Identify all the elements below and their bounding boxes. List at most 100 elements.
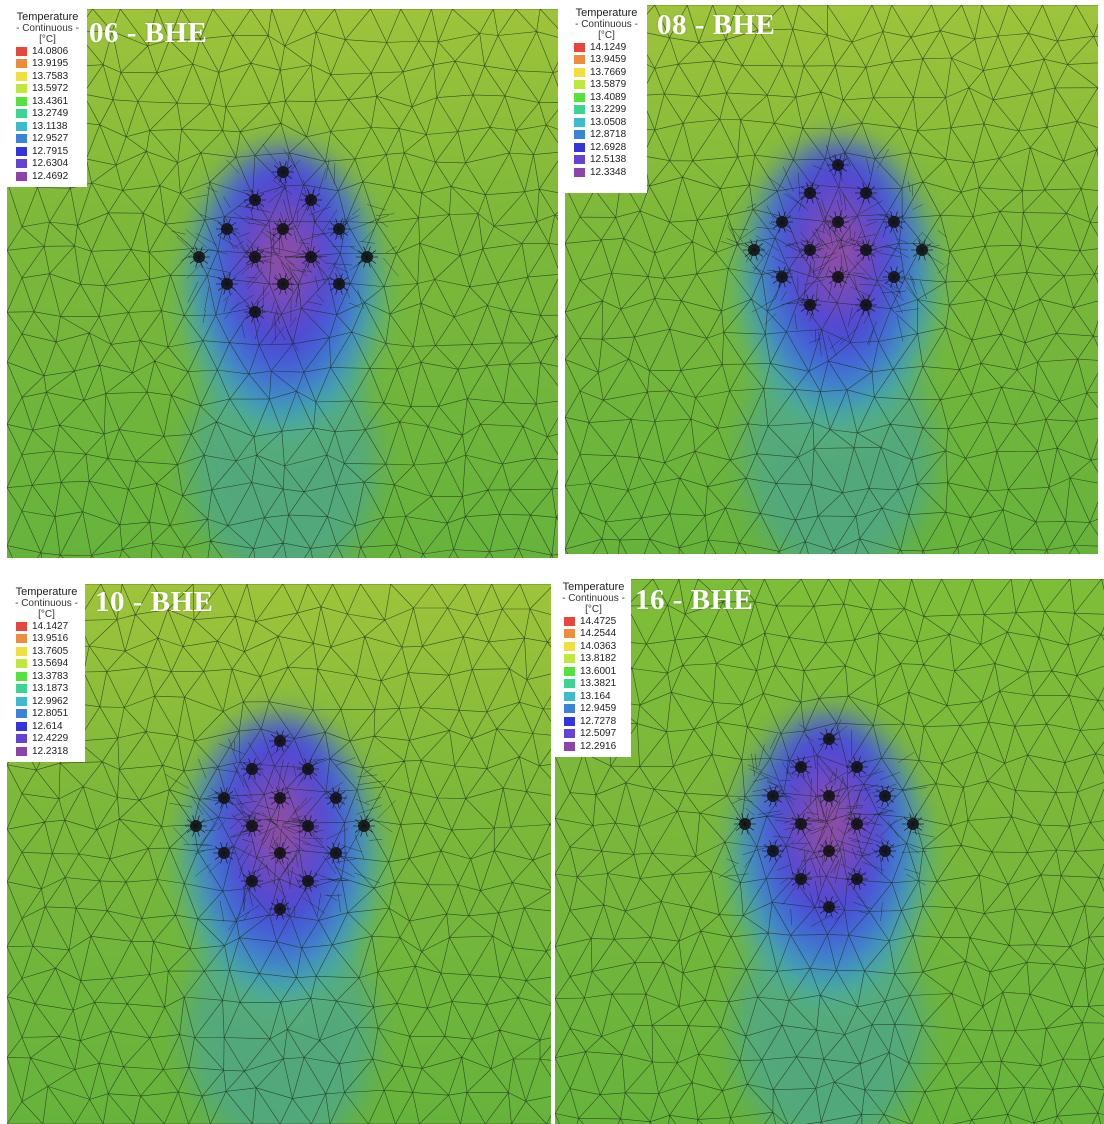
temperature-plume [729, 714, 929, 1064]
legend-entry: 14.1249 [568, 41, 645, 54]
legend-entry: 13.5972 [10, 83, 85, 96]
borehole-marker [269, 898, 291, 920]
panel-06-bhe: Temperature - Continuous - [°C] 14.0806 1… [7, 9, 558, 558]
panel-title: 10 - BHE [95, 586, 214, 618]
legend-value: 12.2318 [32, 745, 69, 757]
legend-entry: 13.7583 [10, 70, 85, 83]
legend-subtitle: - Continuous - [15, 598, 78, 609]
legend-entry: 12.8718 [568, 129, 645, 142]
legend-swatch [16, 159, 27, 169]
borehole-marker [883, 211, 905, 233]
legend-value: 13.7669 [590, 66, 627, 78]
borehole-marker [874, 785, 896, 807]
legend-entry: 14.0806 [10, 45, 85, 58]
borehole-marker [762, 840, 784, 862]
legend-swatch [16, 46, 27, 56]
borehole-markers [185, 730, 375, 920]
legend-value: 13.5879 [590, 79, 627, 91]
legend-value: 12.9527 [32, 133, 69, 145]
borehole-marker [790, 813, 812, 835]
borehole-marker [818, 896, 840, 918]
borehole-marker [799, 239, 821, 261]
legend-swatch [16, 121, 27, 131]
borehole-marker [827, 154, 849, 176]
borehole-marker [743, 239, 765, 261]
legend-swatch [16, 71, 27, 81]
borehole-markers [188, 161, 378, 323]
legend-swatch [16, 746, 27, 756]
legend-value: 12.7915 [32, 145, 69, 157]
borehole-marker [216, 273, 238, 295]
legend-swatch [574, 80, 585, 90]
legend-swatch [574, 55, 585, 65]
legend-subtitle: - Continuous - [575, 19, 638, 30]
borehole-marker [269, 787, 291, 809]
legend-entry: 12.9527 [10, 133, 85, 146]
borehole-marker [213, 842, 235, 864]
legend-entries: 14.4725 14.2544 14.0363 13.8182 13.6001 13.38… [558, 615, 629, 753]
temperature-field [7, 9, 558, 558]
temperature-plume [183, 147, 383, 497]
legend-value: 13.5694 [32, 658, 69, 670]
borehole-marker [771, 211, 793, 233]
borehole-marker [269, 730, 291, 752]
temperature-field [555, 579, 1104, 1124]
legend-value: 13.2749 [32, 108, 69, 120]
legend-entry: 12.614 [10, 720, 83, 733]
panel-10-bhe: Temperature - Continuous - [°C] 14.1427 1… [7, 584, 551, 1124]
temperature-legend: Temperature - Continuous - [°C] 14.4725 1… [555, 579, 631, 757]
legend-value: 12.2916 [580, 740, 617, 752]
legend-entry: 12.5097 [558, 728, 629, 741]
legend-entry: 12.2318 [10, 745, 83, 758]
borehole-marker [300, 189, 322, 211]
legend-entry: 13.8182 [558, 653, 629, 666]
legend-value: 13.3821 [580, 678, 617, 690]
temperature-plume [180, 716, 380, 1066]
legend-swatch [16, 109, 27, 119]
borehole-marker [272, 218, 294, 240]
legend-value: 13.4089 [590, 91, 627, 103]
legend-title: Temperature [16, 11, 79, 23]
legend-unit: [°C] [38, 609, 55, 620]
borehole-marker [883, 266, 905, 288]
legend-swatch [16, 134, 27, 144]
panel-08-bhe: Temperature - Continuous - [°C] 14.1249 1… [565, 5, 1098, 554]
borehole-marker [818, 728, 840, 750]
legend-swatch [16, 621, 27, 631]
legend-entry: 12.7915 [10, 145, 85, 158]
legend-entry: 13.6001 [558, 665, 629, 678]
legend-value: 14.4725 [580, 615, 617, 627]
legend-entry: 12.4229 [10, 733, 83, 746]
legend-swatch [574, 167, 585, 177]
legend-title: Temperature [15, 586, 78, 598]
legend-value: 12.3348 [590, 166, 627, 178]
panel-title: 16 - BHE [635, 584, 754, 616]
legend-value: 13.9195 [32, 58, 69, 70]
temperature-field [7, 584, 551, 1124]
borehole-marker [790, 868, 812, 890]
legend-entry: 12.7278 [558, 715, 629, 728]
legend-swatch [574, 105, 585, 115]
finite-element-mesh [7, 9, 558, 558]
panel-title: 08 - BHE [657, 9, 776, 41]
borehole-marker [771, 266, 793, 288]
temperature-legend: Temperature - Continuous - [°C] 14.1249 1… [565, 5, 647, 193]
legend-value: 13.9459 [590, 54, 627, 66]
legend-swatch [16, 146, 27, 156]
legend-value: 12.7278 [580, 715, 617, 727]
borehole-marker [188, 246, 210, 268]
borehole-marker [827, 266, 849, 288]
finite-element-mesh [565, 5, 1098, 554]
borehole-marker [300, 246, 322, 268]
legend-value: 12.4692 [32, 170, 69, 182]
panel-16-bhe: Temperature - Continuous - [°C] 14.4725 1… [555, 579, 1104, 1124]
legend-entry: 13.2299 [568, 104, 645, 117]
borehole-marker [353, 815, 375, 837]
borehole-marker [818, 840, 840, 862]
legend-value: 12.5097 [580, 728, 617, 740]
borehole-marker [911, 239, 933, 261]
borehole-marker [846, 756, 868, 778]
legend-value: 13.1138 [32, 120, 68, 132]
legend-swatch [16, 84, 27, 94]
legend-entry: 12.9459 [558, 703, 629, 716]
